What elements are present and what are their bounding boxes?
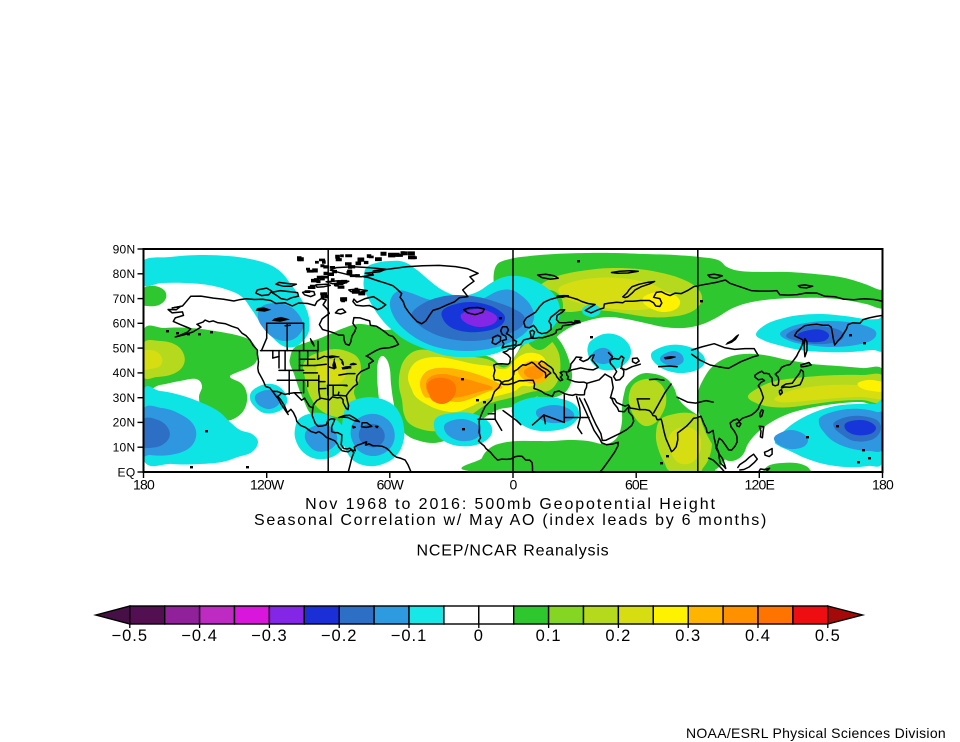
svg-text:70N: 70N [113, 292, 136, 306]
svg-text:50N: 50N [113, 341, 136, 355]
svg-text:20N: 20N [113, 416, 136, 430]
svg-text:120W: 120W [250, 477, 285, 493]
svg-text:Seasonal Correlation w/ May AO: Seasonal Correlation w/ May AO (index le… [254, 512, 768, 529]
svg-text:−0.3: −0.3 [251, 627, 288, 645]
svg-text:40N: 40N [113, 366, 136, 380]
svg-text:0: 0 [474, 627, 484, 645]
svg-text:0.1: 0.1 [536, 627, 562, 645]
svg-text:0: 0 [510, 477, 518, 493]
svg-text:−0.2: −0.2 [321, 627, 358, 645]
svg-text:90N: 90N [113, 242, 136, 256]
svg-text:30N: 30N [113, 391, 136, 405]
svg-text:0.2: 0.2 [605, 627, 631, 645]
svg-text:10N: 10N [113, 441, 136, 455]
svg-text:−0.1: −0.1 [391, 627, 428, 645]
svg-text:120E: 120E [745, 477, 775, 493]
svg-text:NCEP/NCAR Reanalysis: NCEP/NCAR Reanalysis [417, 543, 610, 560]
svg-text:Nov 1968 to 2016: 500mb Geopot: Nov 1968 to 2016: 500mb Geopotential Hei… [305, 496, 717, 513]
svg-text:NOAA/ESRL Physical Sciences Di: NOAA/ESRL Physical Sciences Division [686, 725, 946, 741]
svg-text:−0.4: −0.4 [181, 627, 218, 645]
svg-text:80N: 80N [113, 267, 136, 281]
svg-text:EQ: EQ [118, 465, 136, 479]
svg-text:60N: 60N [113, 317, 136, 331]
svg-text:60W: 60W [377, 477, 405, 493]
svg-text:0.5: 0.5 [815, 627, 841, 645]
svg-text:60E: 60E [625, 477, 648, 493]
svg-text:180: 180 [133, 477, 155, 493]
svg-text:180: 180 [872, 477, 894, 493]
svg-text:−0.5: −0.5 [112, 627, 149, 645]
svg-text:0.3: 0.3 [675, 627, 701, 645]
svg-text:0.4: 0.4 [745, 627, 771, 645]
